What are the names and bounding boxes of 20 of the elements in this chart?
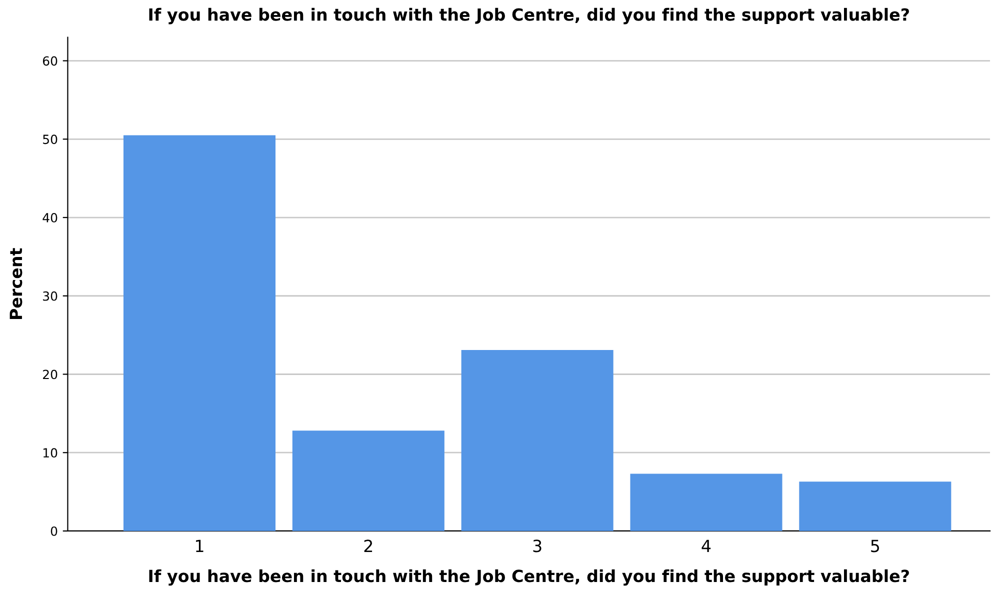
y-tick-label: 40 xyxy=(42,212,58,222)
y-tick-label: 20 xyxy=(43,370,58,380)
y-tick-label: 60 xyxy=(42,56,58,66)
y-tick-label: 10 xyxy=(43,448,58,458)
x-tick-label: 2 xyxy=(364,540,372,552)
x-tick-label: 3 xyxy=(533,540,542,552)
bar xyxy=(123,135,276,531)
y-tick-label: 0 xyxy=(50,526,58,536)
bar xyxy=(461,350,614,531)
x-tick-label: 1 xyxy=(196,540,204,552)
y-tick-label: 50 xyxy=(43,134,58,144)
bar xyxy=(292,430,444,531)
x-axis-title: If you have been in touch with the Job Centre, did you find the support valuable? xyxy=(149,569,909,586)
y-axis-title: Percent xyxy=(10,248,22,319)
x-tick-label: 5 xyxy=(871,540,880,552)
bar xyxy=(630,474,782,531)
bar xyxy=(799,482,952,531)
chart-title: If you have been in touch with the Job Centre, did you find the support valuable? xyxy=(149,8,909,24)
y-tick-label: 30 xyxy=(43,291,58,301)
x-tick-label: 4 xyxy=(702,540,711,552)
